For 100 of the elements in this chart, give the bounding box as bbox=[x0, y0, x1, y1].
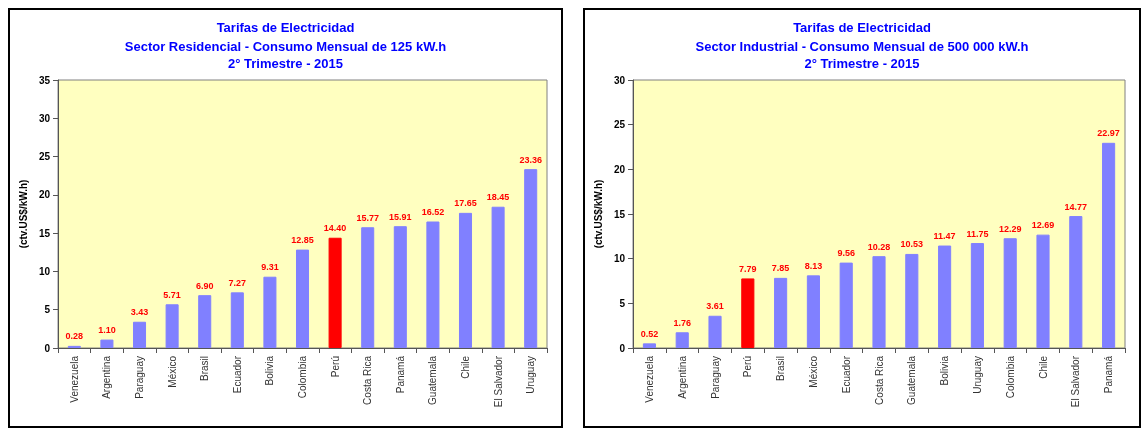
data-label: 6.90 bbox=[195, 280, 214, 291]
bar bbox=[524, 169, 538, 348]
bar bbox=[426, 221, 440, 348]
data-label: 10.28 bbox=[867, 241, 891, 252]
x-tick-label: Perú bbox=[742, 356, 754, 378]
data-label: 7.85 bbox=[771, 263, 790, 274]
data-label: 22.97 bbox=[1097, 128, 1120, 139]
bar bbox=[1003, 238, 1017, 348]
x-tick-label: El Salvador bbox=[492, 355, 504, 408]
data-label: 0.52 bbox=[640, 328, 659, 339]
bar bbox=[872, 256, 886, 348]
bar bbox=[361, 227, 375, 348]
data-label: 11.47 bbox=[933, 231, 956, 242]
x-tick-label: Venezuela bbox=[643, 355, 655, 403]
x-tick-label: Bolivia bbox=[264, 355, 276, 386]
data-label: 12.29 bbox=[998, 223, 1022, 234]
data-label: 14.40 bbox=[323, 223, 347, 234]
x-tick-label: Chile bbox=[1037, 355, 1049, 379]
data-label: 5.71 bbox=[163, 289, 181, 300]
x-tick-label: Colombia bbox=[297, 355, 309, 399]
bar bbox=[491, 206, 505, 348]
bar bbox=[774, 277, 788, 348]
data-label: 23.36 bbox=[519, 154, 542, 165]
x-tick-label: Uruguay bbox=[971, 356, 983, 394]
y-tick-label: 25 bbox=[613, 119, 626, 131]
data-label: 16.52 bbox=[421, 207, 445, 217]
data-label: 15.91 bbox=[389, 211, 412, 222]
y-tick-label: 5 bbox=[619, 297, 626, 309]
y-tick-label: 15 bbox=[613, 208, 626, 220]
bar bbox=[263, 276, 277, 348]
x-tick-label: México bbox=[807, 355, 819, 388]
x-tick-label: Guatemala bbox=[427, 355, 439, 405]
bar bbox=[905, 253, 919, 348]
x-tick-label: Panamá bbox=[1103, 355, 1115, 394]
y-axis-title: (ctv.US$/kW.h) bbox=[17, 179, 29, 249]
bar bbox=[675, 332, 689, 348]
x-tick-label: Bolivia bbox=[939, 355, 951, 386]
x-tick-label: Venezuela bbox=[68, 355, 80, 403]
bar bbox=[970, 243, 984, 348]
x-tick-label: Brasil bbox=[775, 356, 787, 382]
data-label: 17.65 bbox=[454, 198, 477, 209]
x-tick-label: Ecuador bbox=[840, 355, 852, 394]
bar bbox=[198, 295, 212, 348]
bar bbox=[642, 343, 656, 348]
y-tick-label: 10 bbox=[613, 253, 626, 265]
y-tick-label: 15 bbox=[38, 227, 51, 239]
x-tick-label: Colombia bbox=[1004, 355, 1016, 399]
bar bbox=[741, 278, 755, 348]
bar bbox=[328, 237, 342, 348]
bar bbox=[1102, 142, 1116, 348]
data-label: 10.53 bbox=[900, 239, 924, 250]
data-label: 3.61 bbox=[706, 301, 724, 312]
y-tick-label: 10 bbox=[38, 265, 51, 277]
data-label: 12.69 bbox=[1031, 220, 1055, 231]
x-tick-label: El Salvador bbox=[1070, 355, 1082, 408]
bar bbox=[806, 275, 820, 348]
data-label: 1.10 bbox=[98, 325, 116, 336]
x-tick-label: Uruguay bbox=[525, 356, 537, 394]
bar bbox=[230, 292, 244, 348]
data-label: 9.31 bbox=[261, 262, 279, 273]
y-tick-label: 5 bbox=[44, 304, 51, 316]
x-tick-label: Argentina bbox=[101, 355, 113, 399]
data-label: 3.43 bbox=[130, 307, 149, 318]
chart-title: Tarifas de Electricidad bbox=[216, 20, 355, 35]
data-label: 1.76 bbox=[673, 317, 691, 328]
bar bbox=[1036, 234, 1050, 348]
data-label: 7.27 bbox=[228, 277, 247, 288]
chart-title: Tarifas de Electricidad bbox=[793, 20, 931, 35]
y-tick-label: 20 bbox=[38, 189, 51, 201]
data-label: 8.13 bbox=[804, 260, 823, 271]
x-tick-label: Paraguay bbox=[134, 356, 146, 399]
chart-subtitle: Sector Residencial - Consumo Mensual de 125 kW.h 2° Trimestre - 2015 bbox=[124, 39, 447, 71]
y-tick-label: 30 bbox=[613, 74, 626, 86]
bar bbox=[458, 212, 473, 348]
data-label: 0.28 bbox=[65, 331, 84, 342]
bar bbox=[708, 315, 722, 348]
bar bbox=[165, 304, 179, 348]
bar bbox=[100, 339, 114, 348]
y-tick-label: 35 bbox=[38, 74, 51, 86]
y-tick-label: 30 bbox=[38, 112, 51, 124]
chart-subtitle: Sector Industrial - Consumo Mensual de 500 000 kW.h 2° Trimestre - 2015 bbox=[695, 39, 1029, 71]
x-tick-label: Chile bbox=[460, 355, 471, 379]
y-tick-label: 20 bbox=[613, 163, 626, 175]
bar bbox=[938, 245, 952, 348]
x-tick-label: Perú bbox=[329, 356, 341, 378]
bar bbox=[1069, 216, 1083, 348]
bar bbox=[133, 321, 147, 348]
bar bbox=[295, 249, 310, 348]
data-label: 9.56 bbox=[837, 248, 855, 259]
x-tick-label: Brasil bbox=[199, 356, 211, 382]
x-tick-label: Costa Rica bbox=[362, 355, 374, 405]
bar bbox=[393, 226, 407, 348]
data-label: 18.45 bbox=[486, 192, 510, 203]
data-label: 11.75 bbox=[966, 228, 989, 239]
x-tick-label: Panamá bbox=[394, 355, 406, 394]
x-tick-label: México bbox=[166, 355, 178, 388]
x-tick-label: Costa Rica bbox=[873, 355, 885, 405]
y-axis-title: (ctv.US$/kW.h) bbox=[592, 179, 604, 249]
data-label: 7.79 bbox=[739, 263, 757, 274]
bar bbox=[839, 262, 853, 348]
